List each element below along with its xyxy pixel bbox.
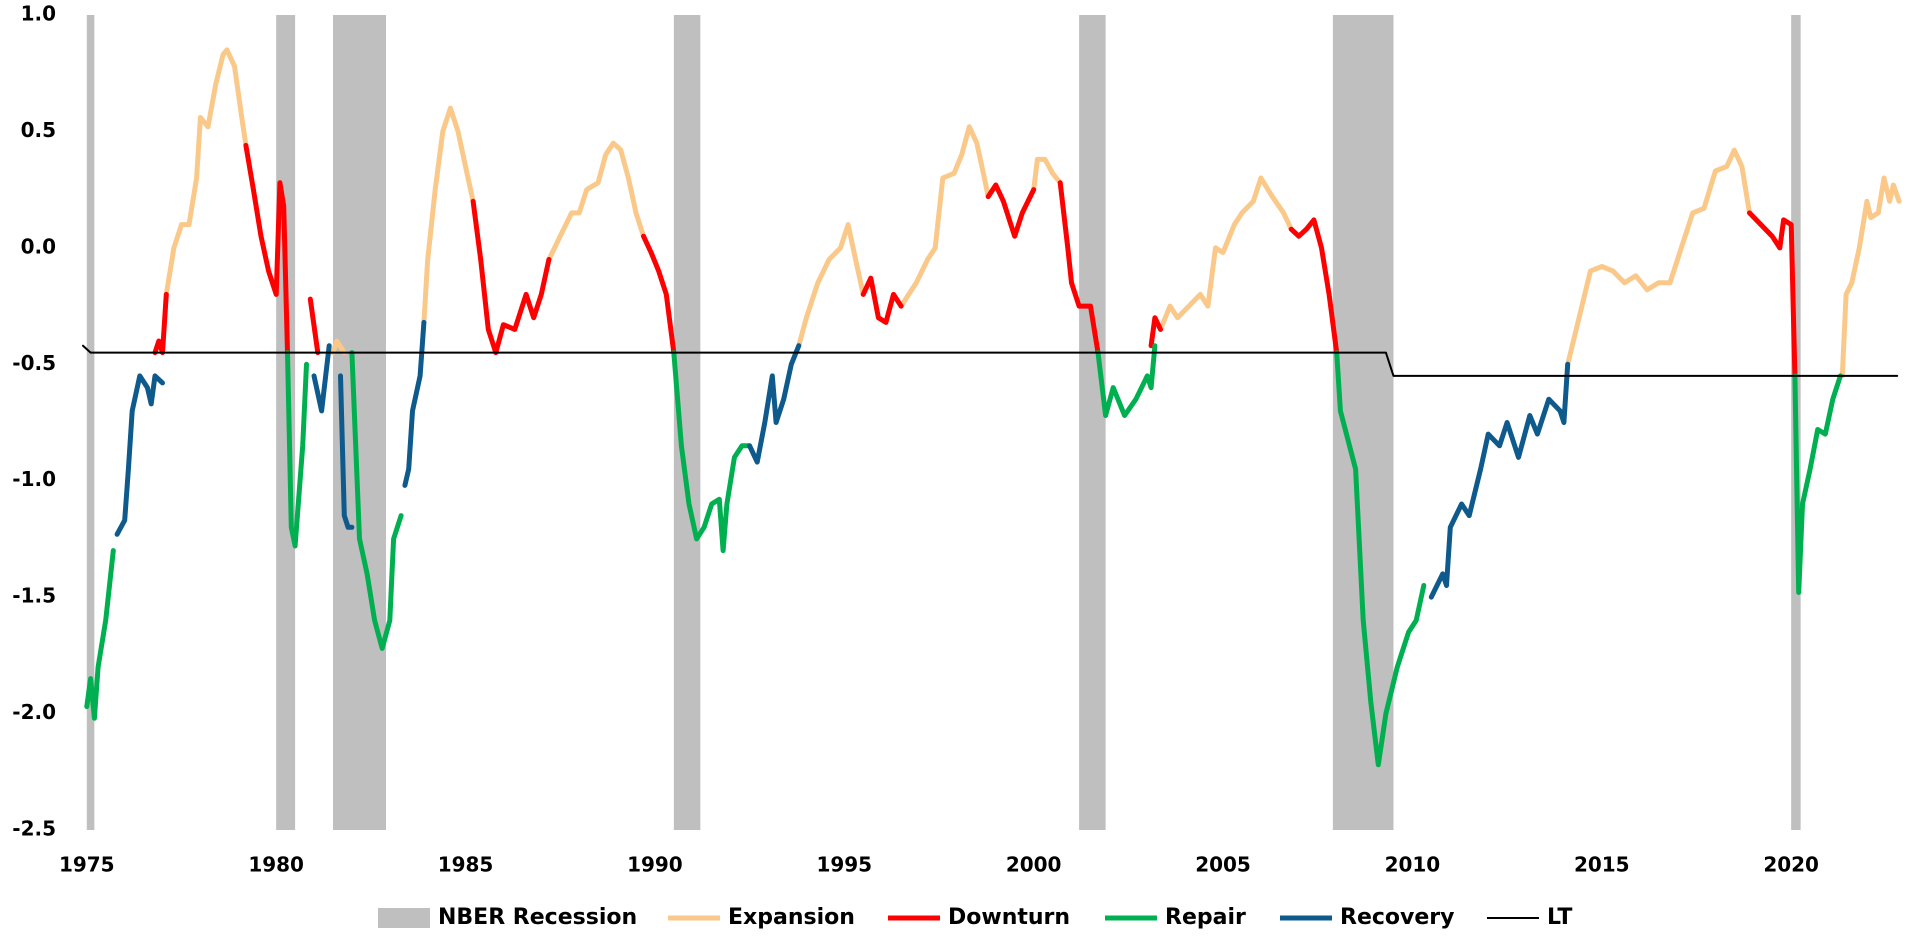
series-line bbox=[114, 319, 1571, 600]
y-tick-label: 1.0 bbox=[21, 2, 56, 26]
series-line bbox=[84, 343, 1843, 768]
recession-band bbox=[86, 15, 95, 830]
legend-label: Expansion bbox=[728, 905, 855, 930]
legend-label: NBER Recession bbox=[438, 905, 637, 930]
legend-swatch bbox=[378, 908, 430, 928]
x-tick-label: 2005 bbox=[1195, 853, 1251, 877]
x-tick-label: 2020 bbox=[1763, 853, 1819, 877]
legend-label: Repair bbox=[1165, 905, 1246, 930]
y-tick-label: -0.5 bbox=[12, 351, 56, 375]
series-line bbox=[152, 142, 1798, 379]
x-tick-label: 1975 bbox=[59, 853, 115, 877]
y-tick-label: 0.0 bbox=[21, 234, 56, 258]
y-tick-label: -1.0 bbox=[12, 467, 56, 491]
recession-band bbox=[1079, 15, 1106, 830]
x-tick-label: 1990 bbox=[627, 853, 683, 877]
y-tick-label: -2.0 bbox=[12, 700, 56, 724]
legend-label: Recovery bbox=[1340, 905, 1454, 930]
x-tick-label: 1980 bbox=[248, 853, 304, 877]
y-tick-label: 0.5 bbox=[21, 118, 56, 142]
recession-band bbox=[276, 15, 296, 830]
x-tick-label: 2015 bbox=[1574, 853, 1630, 877]
legend-label: Downturn bbox=[948, 905, 1070, 930]
y-tick-label: -1.5 bbox=[12, 584, 56, 608]
x-tick-label: 1985 bbox=[438, 853, 494, 877]
x-tick-label: 2000 bbox=[1006, 853, 1062, 877]
series-line bbox=[163, 47, 1902, 379]
legend-label: LT bbox=[1547, 905, 1572, 930]
x-tick-label: 2010 bbox=[1385, 853, 1441, 877]
x-tick-label: 1995 bbox=[816, 853, 872, 877]
series-line bbox=[82, 344, 1899, 377]
y-tick-label: -2.5 bbox=[12, 817, 56, 841]
